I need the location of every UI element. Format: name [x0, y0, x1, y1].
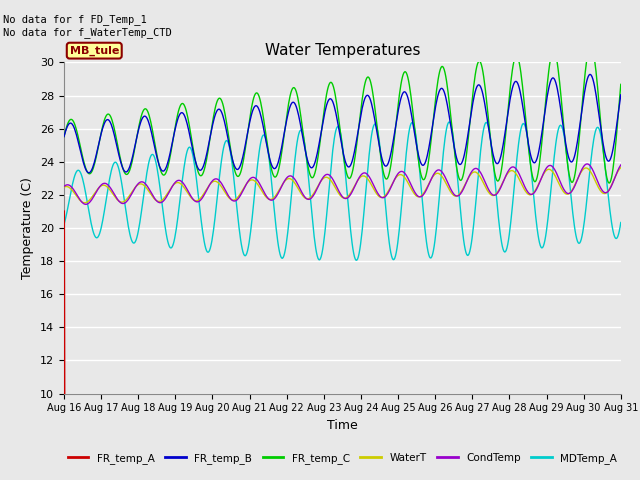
Text: No data for f FD_Temp_1
No data for f_WaterTemp_CTD: No data for f FD_Temp_1 No data for f_Wa… — [3, 14, 172, 38]
Legend: FR_temp_A, FR_temp_B, FR_temp_C, WaterT, CondTemp, MDTemp_A: FR_temp_A, FR_temp_B, FR_temp_C, WaterT,… — [63, 448, 621, 468]
Text: MB_tule: MB_tule — [70, 46, 119, 56]
Y-axis label: Temperature (C): Temperature (C) — [22, 177, 35, 279]
Title: Water Temperatures: Water Temperatures — [265, 44, 420, 59]
X-axis label: Time: Time — [327, 419, 358, 432]
